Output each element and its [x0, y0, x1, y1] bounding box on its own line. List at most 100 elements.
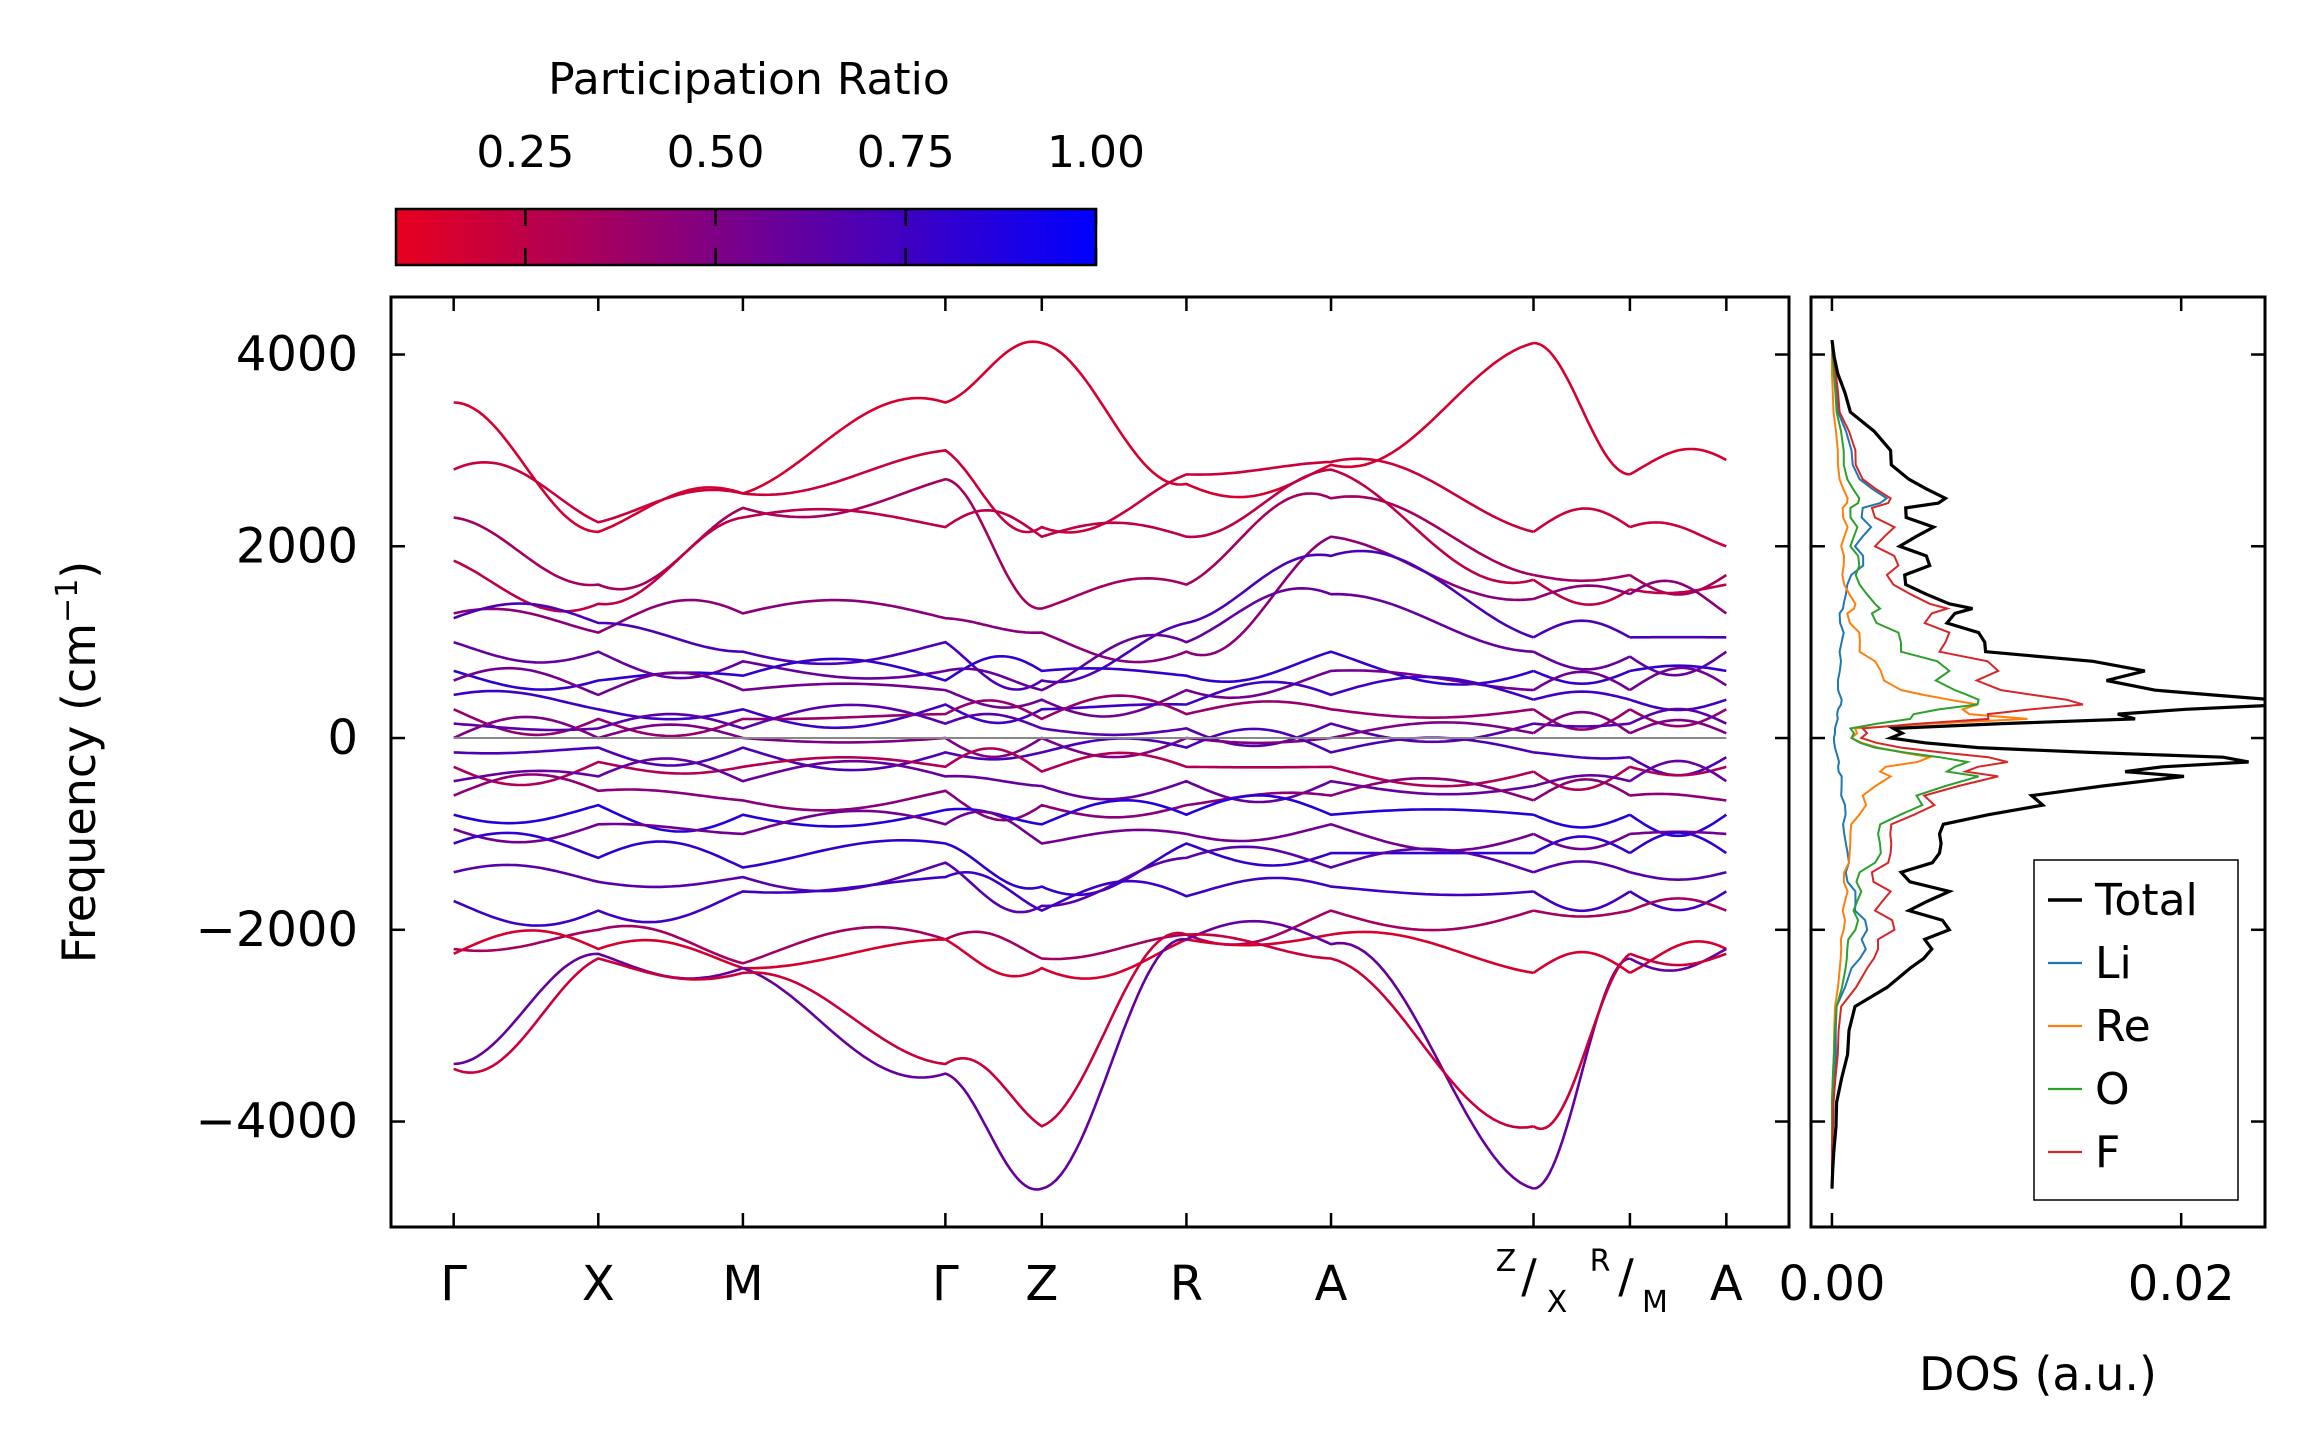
band-line — [453, 809, 1534, 852]
band-line — [453, 773, 1534, 822]
band-line — [1532, 890, 1631, 913]
band-line — [453, 468, 1534, 613]
dos-x-tick-label: 0.02 — [2128, 1256, 2235, 1312]
band-line — [453, 586, 1534, 692]
colorbar-tick-label: 0.75 — [857, 127, 955, 178]
y-axis-label-superscript: −1 — [50, 579, 85, 623]
break-label-z-x: Z / X — [1496, 1244, 1568, 1320]
band-line — [453, 727, 1534, 772]
band-line — [1532, 950, 1631, 974]
band-line — [453, 703, 1534, 748]
y-tick-label: −2000 — [196, 902, 358, 958]
band-line — [453, 650, 1534, 691]
band-line — [1629, 583, 1727, 595]
dos-lines — [1830, 339, 2265, 1189]
band-line — [1532, 670, 1631, 692]
band-line — [1533, 584, 1631, 601]
y-tick-label: 4000 — [236, 327, 358, 383]
dos-line-f — [1831, 340, 2084, 1189]
band-line — [1533, 722, 1631, 728]
band-line — [1532, 813, 1631, 829]
dos-plot-frame — [1809, 295, 2267, 1229]
band-structure-panel: 4000 2000 0 −2000 −4000 Γ X M Γ Z R A A Frequency (… — [50, 295, 1791, 1320]
band-line — [1629, 718, 1727, 735]
band-line — [453, 675, 1534, 730]
band-line — [1532, 650, 1631, 671]
band-line — [1532, 578, 1631, 606]
legend-label: Li — [2095, 938, 2132, 989]
band-line — [1629, 813, 1728, 838]
colorbar-tick-label: 0.50 — [667, 127, 765, 178]
colorbar-tick-label: 1.00 — [1047, 127, 1145, 178]
kpoint-label: Γ — [440, 1256, 467, 1312]
dos-legend: Total Li Re OF — [2033, 859, 2239, 1201]
band-line — [1629, 759, 1728, 783]
band-line — [1533, 860, 1631, 874]
band-line — [1629, 947, 1727, 972]
band-line — [1532, 710, 1631, 735]
dos-y-ticks — [1811, 353, 2265, 1123]
band-line — [453, 477, 1534, 610]
band-line — [453, 909, 1534, 965]
band-line — [1533, 909, 1631, 918]
colorbar-title: Participation Ratio — [548, 54, 950, 105]
svg-text:X: X — [1547, 1285, 1568, 1320]
kpoint-label: M — [722, 1256, 763, 1312]
band-line — [453, 871, 1534, 927]
band-line — [453, 666, 1534, 718]
y-axis-label: Frequency (cm−1) — [50, 561, 106, 964]
band-line — [1629, 792, 1727, 802]
band-line — [1629, 521, 1727, 548]
band-line — [453, 919, 1534, 1191]
kpoint-label: Γ — [932, 1256, 959, 1312]
band-line — [1629, 707, 1727, 725]
y-axis-label-text: Frequency (cm — [52, 623, 106, 963]
y-tick-label: 0 — [327, 710, 358, 766]
band-line — [453, 757, 1534, 804]
colorbar: Participation Ratio 0.25 0.50 0.75 1.00 — [394, 54, 1145, 267]
colorbar-ticks — [524, 209, 1098, 265]
band-line — [1629, 447, 1727, 476]
band-plot-frame — [389, 295, 1791, 1229]
band-line — [453, 694, 1534, 738]
svg-text:/: / — [1521, 1249, 1537, 1303]
band-line — [1533, 774, 1631, 788]
band-line — [1532, 507, 1631, 533]
band-line — [453, 929, 1534, 980]
kpoint-label: X — [582, 1256, 615, 1312]
band-line — [453, 831, 1534, 897]
svg-text:M: M — [1642, 1285, 1668, 1320]
band-line — [1629, 952, 1727, 967]
break-label-r-m: R / M — [1590, 1244, 1668, 1320]
dos-line-o — [1831, 340, 1980, 1189]
band-line — [1629, 871, 1727, 882]
band-line — [1532, 832, 1631, 851]
band-line — [1629, 831, 1728, 855]
band-line — [1532, 952, 1631, 1131]
colorbar-tick-label: 0.25 — [476, 127, 574, 178]
dos-x-ticks: 0.00 0.02 — [1779, 297, 2235, 1312]
dos-x-axis-label: DOS (a.u.) — [1919, 1347, 2157, 1401]
band-y-ticks: 4000 2000 0 −2000 −4000 — [196, 327, 1789, 1150]
legend-frame — [2033, 859, 2239, 1201]
band-line — [1532, 778, 1631, 802]
band-line — [1532, 619, 1631, 639]
y-tick-label: 2000 — [236, 518, 358, 574]
band-line — [1533, 690, 1631, 701]
band-line — [1533, 573, 1631, 583]
band-line — [453, 449, 1534, 534]
band-line — [1532, 708, 1631, 731]
band-line — [1629, 650, 1728, 677]
kpoint-label: Z — [1025, 1256, 1058, 1312]
band-line — [1629, 890, 1727, 912]
legend-label: Re — [2095, 1001, 2151, 1052]
colorbar-gradient — [394, 207, 1098, 267]
svg-text:/: / — [1618, 1249, 1634, 1303]
band-line — [1629, 579, 1728, 615]
kpoint-label: A — [1315, 1256, 1348, 1312]
legend-label: O — [2095, 1064, 2130, 1115]
band-line — [1533, 957, 1631, 1190]
kpoint-label: R — [1170, 1256, 1203, 1312]
